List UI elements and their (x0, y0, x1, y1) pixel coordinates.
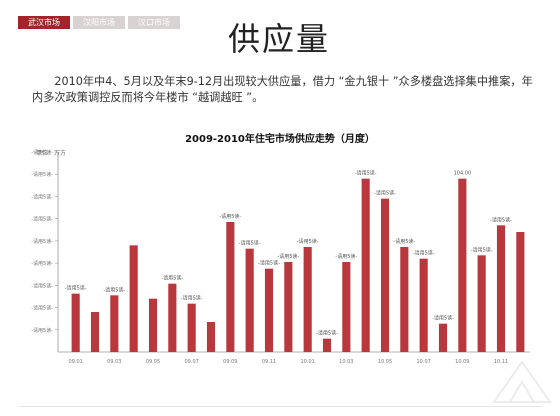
x-tick-label: 10.07 (417, 359, 431, 365)
data-label: -请用5读- (65, 285, 87, 292)
chart-title: 2009-2010年住宅市场供应走势（月度） (185, 134, 375, 145)
data-label: -请用5读- (103, 286, 125, 293)
y-tick-label: -请用5读- (31, 260, 53, 267)
bar-10.03 (342, 262, 351, 352)
data-label: 104.00 (454, 171, 472, 177)
y-tick-label: -请用5读- (31, 193, 53, 200)
data-label: -请用5读- (413, 250, 435, 257)
watermark-logo (492, 360, 552, 403)
data-label: -请用5读- (161, 275, 183, 282)
data-label: -请用5读- (258, 260, 280, 267)
bar-10.12 (516, 232, 525, 352)
data-label: -请用5读- (239, 240, 261, 247)
x-tick-label: 09.01 (69, 359, 83, 365)
x-tick-label: 10.01 (301, 359, 315, 365)
bar-10.04 (361, 178, 370, 352)
bar-10.07 (419, 258, 428, 352)
bar-10.11 (496, 225, 506, 352)
bar-09.01 (71, 293, 80, 352)
bar-09.12 (284, 262, 293, 352)
bar-10.02 (322, 338, 332, 352)
y-tick-label: -请用5读- (31, 305, 53, 312)
x-tick-label: 09.11 (262, 359, 276, 365)
summary-paragraph: 2010年中4、5月以及年末9-12月出现较大供应量，借力 “金九银十 ”众多楼… (32, 75, 533, 104)
y-tick-label: -请用5读- (31, 171, 53, 178)
bar-10.06 (400, 247, 409, 352)
y-tick-label: -请用5读- (31, 238, 53, 245)
x-tick-label: 09.05 (146, 359, 160, 365)
x-tick-label: 10.09 (455, 359, 469, 365)
data-label: -请用5读- (432, 315, 454, 322)
y-tick-label: -请用5读- (31, 149, 53, 156)
x-tick-label: 09.07 (185, 359, 199, 365)
bar-10.10 (477, 255, 486, 352)
tab-hankou-market[interactable]: 汉口市场 (128, 16, 180, 29)
page-title: 供应量 (228, 20, 331, 58)
x-tick-label: 09.09 (223, 359, 237, 365)
x-tick-label: 10.05 (378, 359, 392, 365)
y-tick-label: -请用5读- (31, 216, 53, 223)
bar-09.06 (168, 283, 177, 352)
data-label: -请用5读- (181, 295, 203, 302)
data-label: -请用5读- (471, 246, 493, 253)
tab-wuhan-market[interactable]: 武汉市场 (18, 16, 70, 29)
bar-10.05 (380, 198, 390, 352)
bar-09.11 (264, 268, 274, 352)
y-axis-unit-label: 单位：万方 (36, 150, 67, 157)
data-label: -请用5读- (219, 213, 241, 220)
data-label: -请用5读- (316, 330, 338, 337)
bar-09.09 (226, 222, 235, 352)
bar-10.08 (438, 323, 448, 352)
market-tabs: 武汉市场 汉阳市场 汉口市场 (18, 16, 180, 29)
data-label: -请用5读- (277, 253, 299, 260)
data-label: -请用5读- (393, 238, 415, 245)
x-tick-label: 09.03 (107, 359, 121, 365)
bar-09.04 (129, 245, 138, 352)
data-label: -请用5读- (355, 170, 377, 177)
x-tick-label: 10.03 (339, 359, 353, 365)
x-tick-label: 10.11 (494, 359, 508, 365)
bar-09.07 (187, 303, 196, 352)
bar-10.01 (303, 247, 312, 352)
bar-09.03 (110, 295, 119, 352)
y-tick-label: -请用5读- (31, 327, 53, 334)
y-tick-label: -请用5读- (31, 282, 53, 289)
bar-09.05 (148, 298, 158, 352)
data-label: -请用5读- (490, 216, 512, 223)
footer-divider (18, 406, 542, 407)
bar-09.08 (206, 322, 216, 352)
tab-hanyang-market[interactable]: 汉阳市场 (73, 16, 125, 29)
bar-09.10 (245, 248, 254, 352)
data-label: -请用5读- (297, 238, 319, 245)
bar-09.02 (90, 312, 100, 352)
data-label: -请用5读- (335, 253, 357, 260)
bar-10.09 (458, 178, 467, 352)
data-label: -请用5读- (374, 190, 396, 197)
